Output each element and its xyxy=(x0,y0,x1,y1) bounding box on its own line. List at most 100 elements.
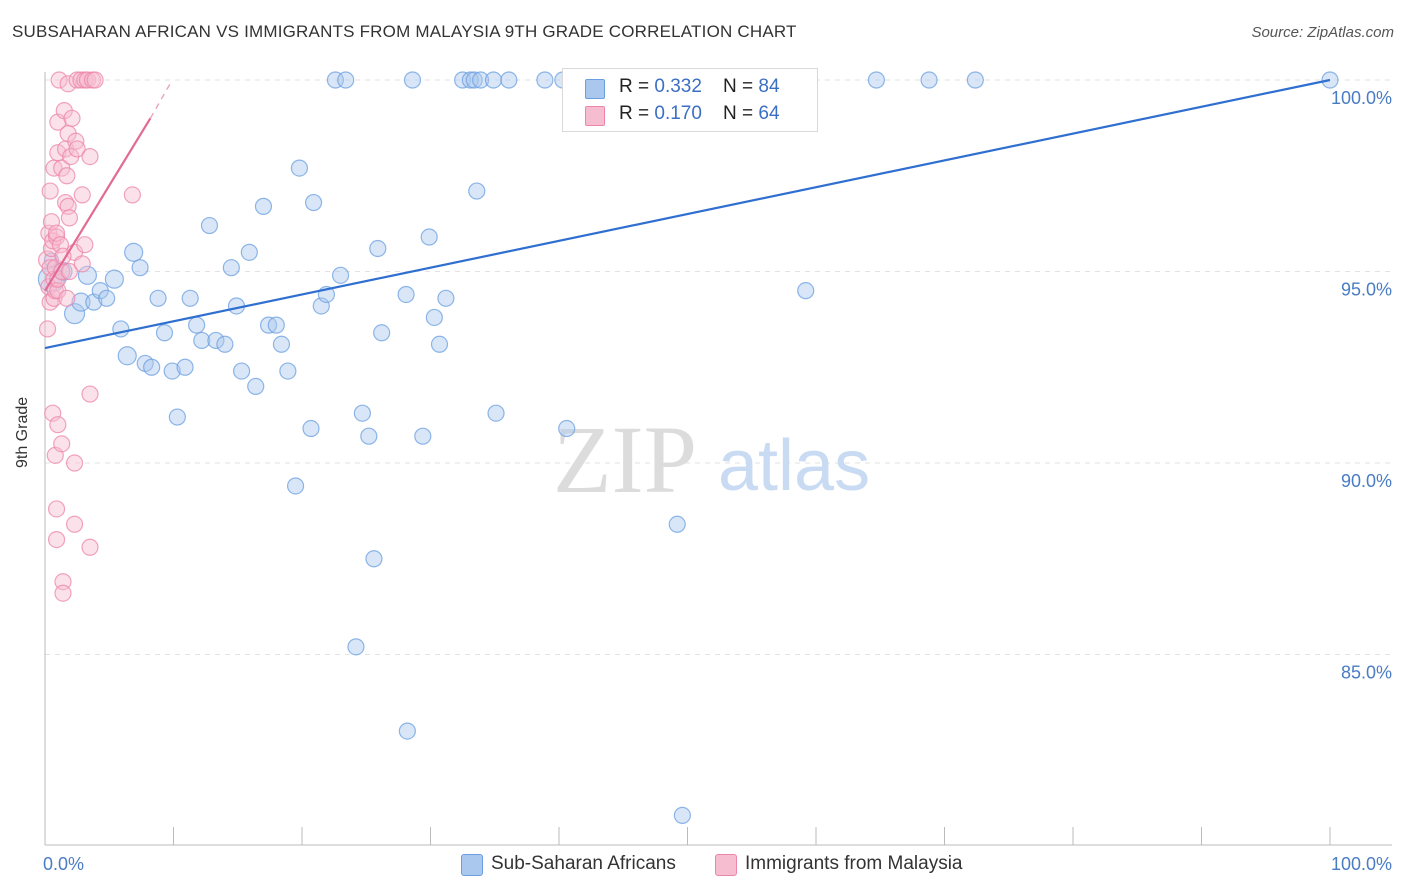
source-credit: Source: ZipAtlas.com xyxy=(1251,24,1394,41)
point-subsaharan xyxy=(272,335,291,353)
trendline-malaysia-extension xyxy=(149,79,173,119)
point-subsaharan xyxy=(181,289,199,307)
point-subsaharan xyxy=(484,71,503,89)
point-subsaharan xyxy=(797,282,815,300)
watermark-zip: ZIP xyxy=(553,406,697,513)
point-subsaharan xyxy=(425,308,443,327)
point-subsaharan xyxy=(302,419,320,438)
point-subsaharan xyxy=(920,71,938,89)
point-malaysia xyxy=(41,182,59,200)
point-subsaharan xyxy=(163,362,181,380)
point-subsaharan xyxy=(222,259,240,277)
point-subsaharan xyxy=(188,316,206,334)
y-tick-label: 100.0% xyxy=(1331,88,1392,108)
point-subsaharan xyxy=(369,239,387,258)
point-subsaharan xyxy=(398,722,416,740)
point-subsaharan xyxy=(267,316,285,334)
point-subsaharan xyxy=(71,292,91,312)
r-label: R = xyxy=(619,103,655,124)
point-subsaharan xyxy=(240,243,258,261)
point-malaysia xyxy=(49,416,67,434)
point-malaysia xyxy=(54,584,72,602)
trend-lines xyxy=(44,78,1331,350)
point-subsaharan xyxy=(131,259,149,277)
point-subsaharan xyxy=(124,242,144,262)
y-tick-label: 85.0% xyxy=(1341,663,1392,683)
legend-swatch-pink xyxy=(585,106,605,126)
point-subsaharan xyxy=(347,638,365,656)
trendline-subsaharan xyxy=(44,78,1331,350)
point-subsaharan xyxy=(143,358,161,376)
point-subsaharan xyxy=(168,408,186,426)
point-malaysia xyxy=(60,262,79,281)
point-malaysia xyxy=(81,385,99,403)
n-value: 64 xyxy=(758,103,780,124)
point-malaysia xyxy=(58,289,76,307)
n-label: N = xyxy=(723,76,759,97)
point-subsaharan xyxy=(966,71,984,89)
point-malaysia xyxy=(86,71,104,89)
point-subsaharan xyxy=(207,331,225,350)
point-subsaharan xyxy=(98,289,116,307)
point-malaysia xyxy=(58,167,76,185)
point-subsaharan xyxy=(465,71,483,89)
legend-label: Sub-Saharan Africans xyxy=(491,853,676,874)
r-value: 0.170 xyxy=(654,103,702,124)
watermark-atlas: atlas xyxy=(718,426,870,506)
point-malaysia xyxy=(76,236,94,254)
point-subsaharan xyxy=(149,289,167,307)
legend-swatch-pink xyxy=(715,854,737,876)
point-subsaharan xyxy=(500,71,518,89)
point-subsaharan xyxy=(155,324,174,342)
point-subsaharan xyxy=(487,404,505,422)
point-subsaharan xyxy=(200,216,219,235)
point-malaysia xyxy=(47,530,66,549)
y-tick-label: 95.0% xyxy=(1341,280,1392,300)
point-subsaharan xyxy=(304,193,323,212)
point-malaysia xyxy=(81,538,99,556)
point-subsaharan xyxy=(430,335,449,353)
point-subsaharan xyxy=(353,404,371,422)
point-malaysia xyxy=(73,186,91,204)
point-malaysia xyxy=(50,71,68,89)
x-tick-label: 100.0% xyxy=(1331,854,1392,874)
point-subsaharan xyxy=(77,265,98,285)
point-subsaharan xyxy=(397,285,415,304)
point-subsaharan xyxy=(472,71,490,89)
point-subsaharan xyxy=(176,358,194,376)
point-subsaharan xyxy=(117,346,137,366)
point-subsaharan xyxy=(403,71,422,89)
point-malaysia xyxy=(68,140,86,158)
point-malaysia xyxy=(65,454,84,472)
watermark: ZIP atlas xyxy=(553,406,870,513)
x-tick-labels: 0.0% 100.0% xyxy=(43,854,1392,874)
point-subsaharan xyxy=(337,71,355,89)
legend-swatch-blue xyxy=(461,854,483,876)
point-subsaharan xyxy=(420,228,438,246)
point-subsaharan xyxy=(247,377,265,395)
point-subsaharan xyxy=(414,427,432,445)
point-subsaharan xyxy=(468,182,486,200)
point-malaysia xyxy=(63,109,81,127)
point-subsaharan xyxy=(233,362,251,380)
point-subsaharan xyxy=(673,806,691,824)
n-label: N = xyxy=(723,103,759,124)
point-subsaharan xyxy=(365,550,383,568)
stats-box: R = 0.332 N = 84 R = 0.170 N = 64 xyxy=(562,68,818,132)
point-subsaharan xyxy=(331,266,350,284)
chart-title: SUBSAHARAN AFRICAN VS IMMIGRANTS FROM MA… xyxy=(12,22,797,41)
point-subsaharan xyxy=(558,419,576,438)
axes xyxy=(44,72,1392,846)
point-subsaharan xyxy=(360,427,378,445)
point-subsaharan xyxy=(193,331,211,350)
point-subsaharan xyxy=(286,477,305,495)
point-subsaharan xyxy=(668,515,686,533)
r-label: R = xyxy=(619,76,655,97)
y-tick-label: 90.0% xyxy=(1341,471,1392,491)
point-subsaharan xyxy=(373,324,391,342)
point-subsaharan xyxy=(216,335,234,353)
r-value: 0.332 xyxy=(654,76,702,97)
point-subsaharan xyxy=(254,197,273,215)
legend-label: Immigrants from Malaysia xyxy=(745,853,963,874)
